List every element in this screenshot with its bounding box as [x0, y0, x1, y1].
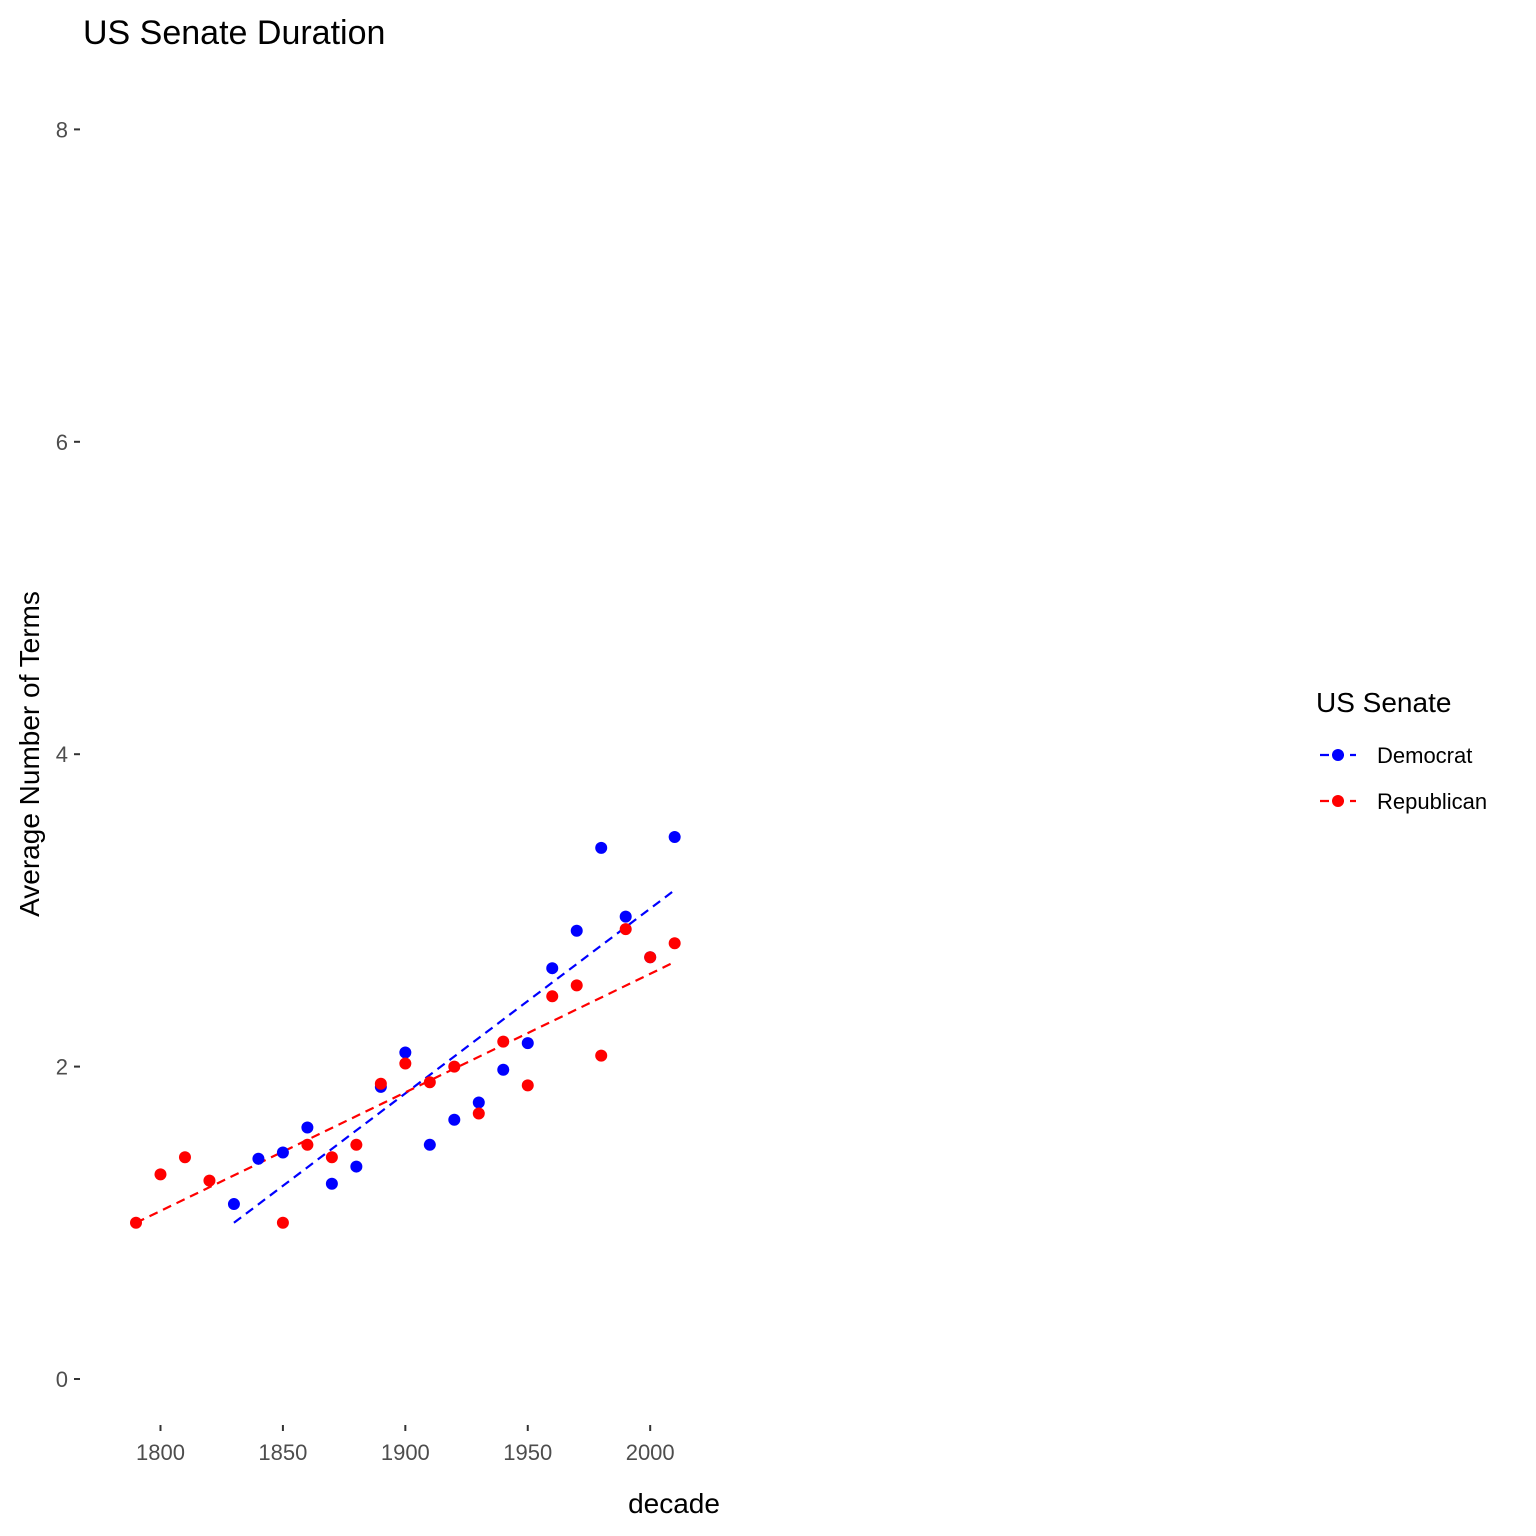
legend-key-point [1332, 749, 1344, 761]
x-tick-label: 1850 [258, 1440, 307, 1465]
point-democrat [619, 910, 632, 923]
legend-title: US Senate [1316, 687, 1451, 718]
x-axis: 1800 1850 1900 1950 2000 [136, 1425, 675, 1465]
point-republican [472, 1107, 485, 1120]
chart-title: US Senate Duration [83, 14, 385, 52]
point-democrat [497, 1063, 510, 1076]
y-tick-label: 2 [56, 1055, 68, 1080]
point-democrat [399, 1046, 412, 1059]
point-republican [325, 1151, 338, 1164]
y-tick-label: 6 [56, 430, 68, 455]
point-democrat [350, 1160, 363, 1173]
point-republican [399, 1057, 412, 1070]
point-republican [301, 1138, 314, 1151]
point-republican [178, 1151, 191, 1164]
x-tick-label: 1800 [136, 1440, 185, 1465]
point-republican [595, 1049, 608, 1062]
point-republican [276, 1216, 289, 1229]
y-axis-title: Average Number of Terms [14, 591, 45, 917]
point-democrat [301, 1121, 314, 1134]
trend-lines [135, 889, 676, 1224]
x-tick-label: 1900 [381, 1440, 430, 1465]
y-tick-label: 4 [56, 742, 68, 767]
point-republican [203, 1174, 216, 1187]
trend-line-democrat [233, 889, 676, 1224]
trend-line-republican [135, 960, 676, 1224]
point-democrat [423, 1138, 436, 1151]
point-republican [570, 979, 583, 992]
x-tick-label: 1950 [503, 1440, 552, 1465]
legend-label: Democrat [1377, 743, 1472, 768]
legend: US Senate Democrat Republican [1316, 687, 1487, 814]
point-republican [497, 1035, 510, 1048]
point-democrat [252, 1152, 265, 1165]
x-tick-label: 2000 [626, 1440, 675, 1465]
point-republican [668, 937, 681, 950]
point-democrat [595, 841, 608, 854]
point-democrat [668, 830, 681, 843]
point-democrat [448, 1113, 461, 1126]
point-republican [130, 1216, 142, 1229]
y-tick-label: 0 [56, 1367, 68, 1392]
point-republican [154, 1168, 167, 1181]
point-democrat [472, 1096, 485, 1109]
point-republican [350, 1138, 363, 1151]
data-points [130, 830, 681, 1229]
point-republican [448, 1060, 461, 1073]
point-republican [521, 1079, 534, 1092]
point-republican [619, 923, 632, 936]
point-democrat [227, 1198, 240, 1211]
y-axis: 0 2 4 6 8 [56, 117, 80, 1392]
y-tick-label: 8 [56, 117, 68, 142]
point-democrat [521, 1037, 534, 1050]
legend-key-point [1332, 795, 1344, 807]
point-democrat [276, 1146, 289, 1159]
point-republican [644, 951, 657, 964]
point-democrat [325, 1177, 338, 1190]
legend-label: Republican [1377, 789, 1487, 814]
point-republican [374, 1077, 387, 1090]
point-republican [423, 1076, 436, 1089]
point-republican [546, 990, 559, 1003]
point-democrat [570, 924, 583, 937]
point-democrat [546, 962, 559, 975]
x-axis-title: decade [628, 1488, 720, 1519]
